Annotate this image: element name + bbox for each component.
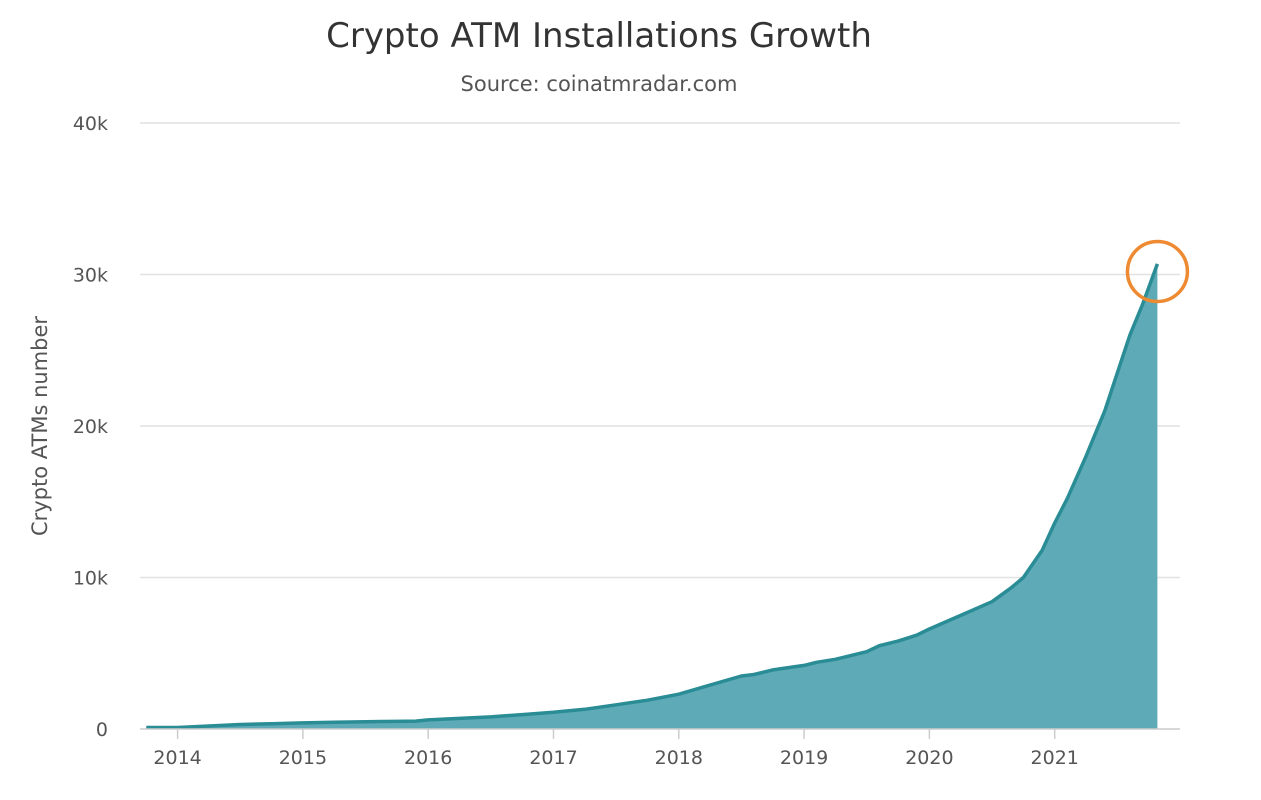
x-tick-label: 2017: [529, 747, 577, 769]
y-tick-label: 30k: [73, 265, 108, 287]
x-tick-label: 2020: [905, 747, 953, 769]
chart-title: Crypto ATM Installations Growth: [326, 16, 872, 56]
highlight-layer: [1125, 239, 1190, 304]
y-tick-label: 20k: [73, 416, 108, 438]
series-area: [146, 263, 1158, 729]
y-axis-ticks: 0 10k 20k 30k 40k: [73, 113, 108, 741]
y-axis-label: Crypto ATMs number: [28, 316, 52, 536]
x-tick-label: 2016: [404, 747, 452, 769]
highlight-circle: [1125, 239, 1190, 304]
x-tick-label: 2018: [655, 747, 703, 769]
gridlines: [140, 122, 1180, 579]
plot-area: [146, 263, 1160, 730]
x-tick-label: 2015: [279, 747, 327, 769]
x-tick-label: 2021: [1031, 747, 1079, 769]
y-tick-label: 10k: [73, 568, 108, 590]
y-tick-label: 0: [96, 719, 108, 741]
y-tick-label: 40k: [73, 113, 108, 135]
chart-subtitle: Source: coinatmradar.com: [461, 72, 738, 96]
series-line: [146, 263, 1160, 730]
x-axis-ticks: 2014 2015 2016 2017 2018 2019 2020 2021: [153, 729, 1079, 769]
x-tick-label: 2014: [153, 747, 201, 769]
x-tick-label: 2019: [780, 747, 828, 769]
